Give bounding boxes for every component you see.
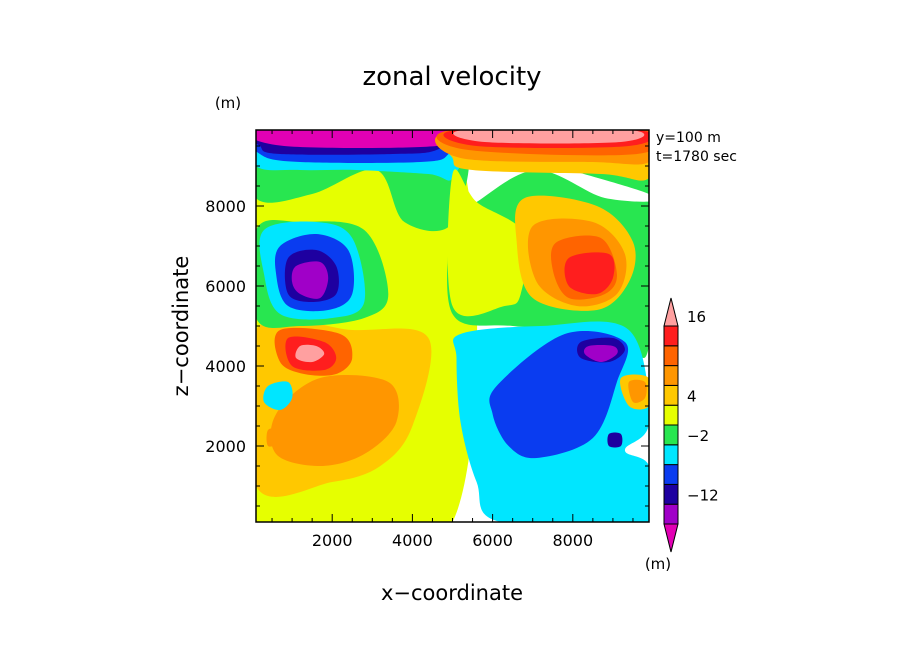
contour-region [291, 261, 329, 299]
colorbar-swatch [663, 424, 679, 446]
x-axis-label: x−coordinate [381, 581, 523, 605]
y-unit-label: (m) [215, 94, 241, 112]
x-tick-label: 6000 [472, 531, 513, 550]
y-axis-label: z−coordinate [169, 256, 193, 397]
colorbar-swatch [663, 483, 679, 505]
annotation-t: t=1780 sec [656, 149, 737, 165]
colorbar-unit-label: (m) [645, 555, 671, 573]
y-tick-label: 8000 [205, 197, 246, 216]
contour-region [453, 130, 645, 144]
colorbar-swatch [663, 464, 679, 485]
colorbar-swatch [663, 365, 679, 386]
colorbar-swatch [663, 325, 679, 347]
axis-ticks: 2000 4000 6000 8000 2000 4000 6000 8000 [205, 130, 649, 550]
x-tick-label: 2000 [312, 531, 353, 550]
contour-region [270, 375, 399, 466]
colorbar: −12 −2 4 16 [663, 297, 719, 553]
colorbar-swatch [663, 444, 679, 466]
colorbar-label: −12 [687, 486, 719, 504]
contour-region [295, 344, 325, 363]
colorbar-label: 4 [687, 387, 697, 405]
contour-region [628, 379, 647, 403]
contour-region [263, 381, 293, 411]
chart-title: zonal velocity [362, 62, 541, 92]
y-tick-label: 4000 [205, 357, 246, 376]
colorbar-swatch [663, 404, 679, 426]
contour-region [266, 428, 282, 447]
x-tick-label: 8000 [552, 531, 593, 550]
colorbar-swatch [663, 297, 679, 327]
colorbar-swatch [663, 384, 679, 406]
y-tick-label: 6000 [205, 277, 246, 296]
contour-region [564, 252, 615, 295]
contour-region [607, 432, 623, 448]
colorbar-label: −2 [687, 427, 709, 445]
contour-region [447, 169, 528, 317]
colorbar-swatch [663, 503, 679, 525]
colorbar-swatch [663, 523, 679, 553]
contour-regions [256, 130, 649, 522]
colorbar-swatch [663, 345, 679, 367]
contour-region [256, 130, 463, 149]
contour-region [489, 330, 629, 459]
x-tick-label: 4000 [392, 531, 433, 550]
annotation-y: y=100 m [656, 130, 721, 146]
colorbar-label: 16 [687, 308, 706, 326]
y-tick-label: 2000 [205, 437, 246, 456]
contour-region [583, 345, 618, 362]
